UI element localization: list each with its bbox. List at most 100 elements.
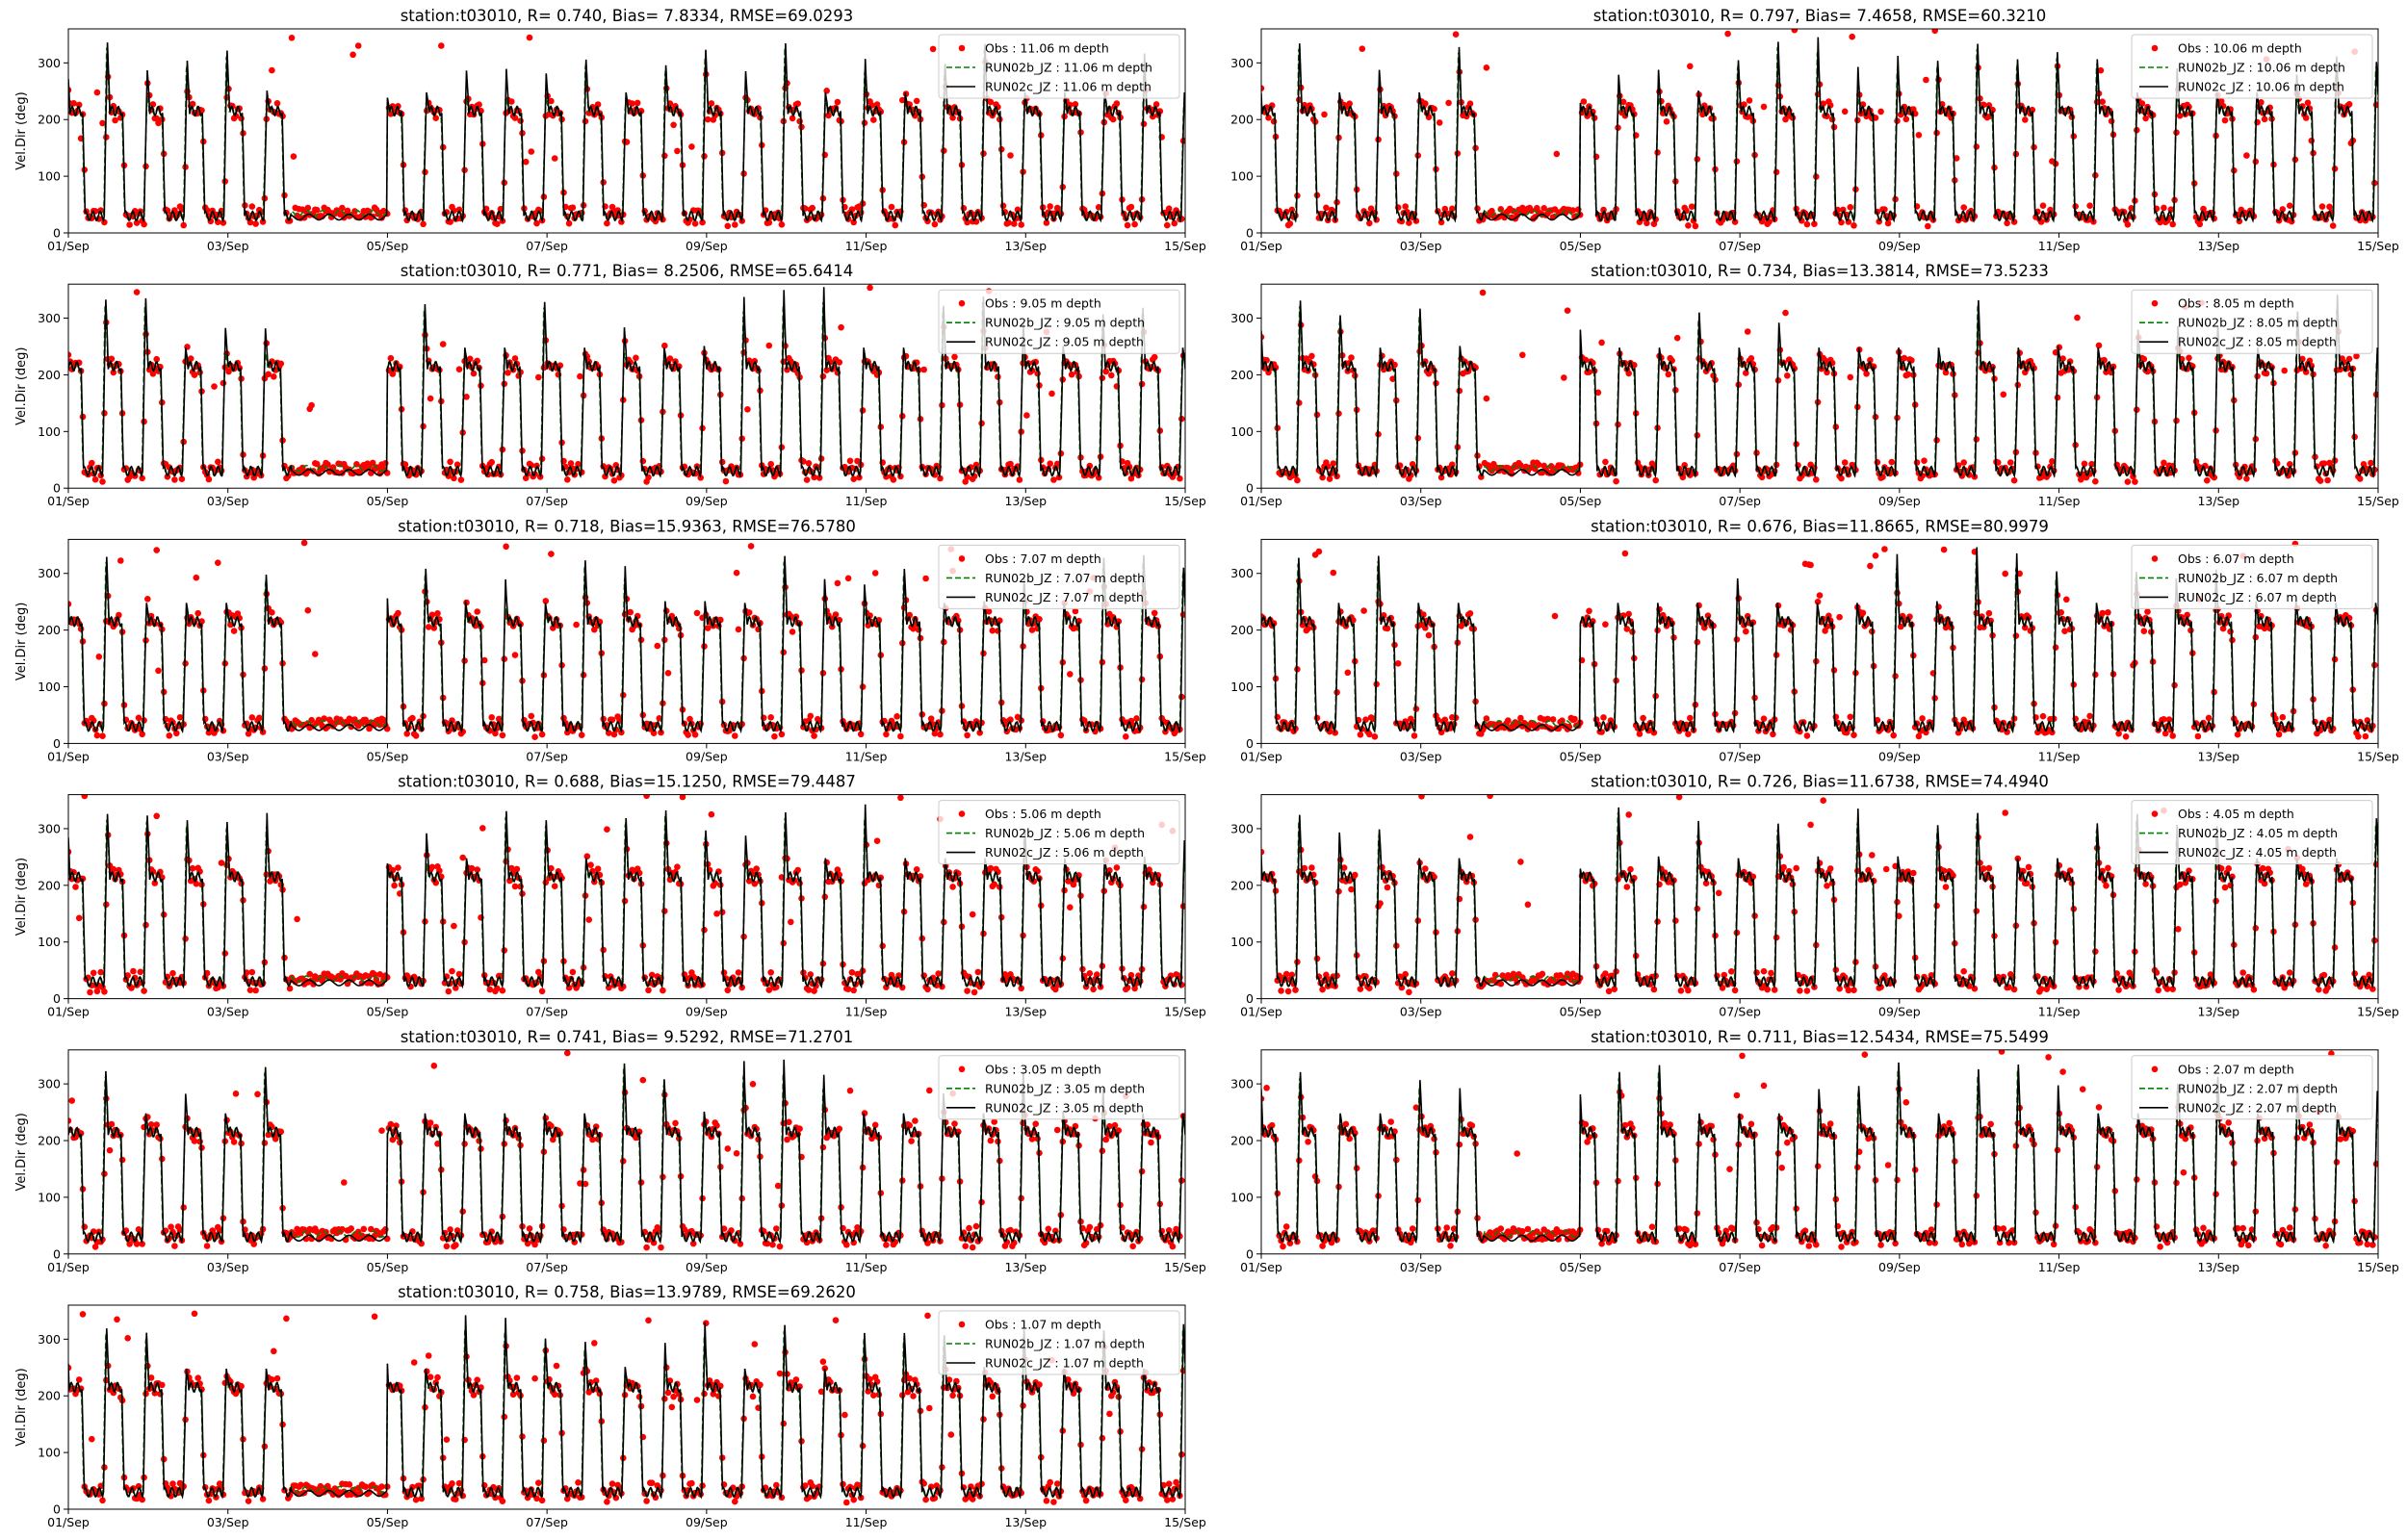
obs-point (1535, 461, 1542, 469)
obs-point (1913, 459, 1921, 466)
obs-point (1602, 458, 1609, 466)
obs-point (2243, 152, 2250, 159)
obs-point (1882, 865, 1890, 873)
legend-label: Obs : 10.06 m depth (2178, 41, 2302, 56)
y-tick-label: 100 (1230, 680, 1254, 694)
obs-point (1313, 714, 1321, 722)
x-tick-label: 09/Sep (686, 239, 728, 253)
y-tick-label: 300 (38, 56, 61, 70)
x-tick-label: 01/Sep (47, 239, 90, 253)
legend-label: Obs : 6.07 m depth (2178, 552, 2294, 566)
x-tick-label: 15/Sep (2357, 239, 2399, 253)
obs-point (906, 101, 913, 108)
obs-point (935, 970, 942, 977)
obs-point (535, 373, 542, 381)
obs-point (1431, 105, 1437, 113)
x-tick-label: 09/Sep (1878, 1005, 1921, 1019)
obs-point (733, 569, 740, 577)
obs-point (1571, 715, 1578, 723)
obs-point (395, 609, 401, 617)
obs-point (193, 880, 200, 887)
obs-point (499, 732, 506, 739)
obs-point (1797, 988, 1803, 994)
legend-label: RUN02b_JZ : 6.07 m depth (2178, 571, 2338, 585)
obs-point (567, 460, 575, 467)
obs-point (112, 116, 118, 124)
obs-point (1867, 562, 1874, 570)
obs-point (459, 854, 467, 861)
x-tick-label: 03/Sep (207, 494, 249, 508)
obs-point (987, 864, 995, 872)
obs-point (2275, 731, 2283, 738)
obs-point (468, 864, 476, 872)
obs-point (971, 988, 978, 996)
obs-point (585, 916, 592, 923)
obs-point (1650, 986, 1658, 993)
obs-point (1627, 865, 1634, 873)
x-tick-label: 01/Sep (47, 1005, 90, 1019)
obs-point (639, 457, 647, 465)
series-run02c-line (68, 42, 1185, 223)
obs-point (531, 733, 538, 740)
obs-point (643, 794, 650, 800)
obs-point (604, 826, 610, 833)
obs-point (324, 461, 331, 468)
obs-point (2039, 202, 2047, 209)
x-tick-label: 01/Sep (1240, 749, 1282, 763)
obs-point (2204, 476, 2211, 484)
obs-point (1449, 461, 1456, 469)
obs-point (551, 883, 558, 889)
obs-point (1551, 612, 1559, 620)
obs-point (2039, 712, 2047, 720)
obs-point (1561, 374, 1567, 381)
obs-point (1261, 85, 1265, 91)
obs-point (428, 863, 436, 871)
legend-label: Obs : 11.06 m depth (985, 41, 1109, 56)
obs-point (805, 460, 813, 467)
obs-point (1851, 222, 1857, 229)
obs-point (685, 732, 691, 738)
obs-point (920, 366, 927, 373)
obs-point (108, 355, 116, 363)
obs-point (1747, 355, 1755, 362)
obs-point (577, 372, 583, 380)
obs-point (767, 969, 774, 976)
obs-point (110, 369, 117, 376)
obs-point (1357, 732, 1364, 738)
subplot-3: station:t03010, R= 0.771, Bias= 8.2506, … (14, 262, 1206, 508)
obs-point (569, 204, 577, 211)
obs-point (846, 457, 854, 465)
legend-label: Obs : 7.07 m depth (985, 552, 1101, 566)
obs-point (1594, 389, 1602, 397)
obs-point (1330, 569, 1337, 577)
obs-point (1677, 988, 1685, 994)
obs-point (166, 732, 173, 739)
obs-point (784, 366, 790, 373)
obs-point (637, 108, 645, 115)
obs-point (2279, 713, 2287, 721)
obs-point (1793, 864, 1799, 872)
obs-point (1807, 821, 1814, 829)
obs-point (479, 825, 486, 832)
obs-point (1286, 220, 1294, 227)
obs-point (674, 863, 681, 870)
obs-point (1564, 307, 1571, 315)
obs-point (1836, 613, 1843, 621)
obs-point (850, 987, 857, 994)
obs-point (1425, 370, 1433, 377)
obs-point (1687, 63, 1694, 70)
obs-point (2122, 733, 2130, 740)
obs-point (1070, 881, 1077, 888)
x-tick-label: 13/Sep (2197, 494, 2239, 508)
obs-point (1016, 476, 1023, 483)
obs-point (1441, 205, 1449, 213)
obs-point (823, 367, 830, 373)
obs-point (508, 98, 515, 105)
legend-label: Obs : 5.06 m depth (985, 807, 1101, 821)
obs-point (838, 323, 844, 331)
x-tick-label: 05/Sep (1560, 1005, 1602, 1019)
y-axis-label: Vel.Dir (deg) (14, 91, 29, 169)
obs-point (2007, 459, 2014, 466)
y-tick-label: 0 (53, 481, 61, 496)
